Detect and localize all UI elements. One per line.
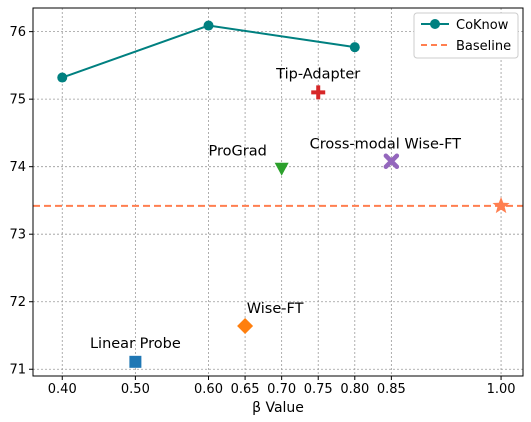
point-label: Tip-Adapter bbox=[275, 66, 360, 82]
y-tick-label: 74 bbox=[9, 160, 26, 175]
legend-label-baseline: Baseline bbox=[456, 39, 511, 54]
legend-label-coknow: CoKnow bbox=[456, 18, 509, 33]
grid bbox=[33, 8, 523, 376]
x-axis-label: β Value bbox=[252, 400, 304, 416]
coknow-point bbox=[57, 72, 68, 83]
axis-ticks: 0.40 0.50 0.60 0.65 0.70 0.75 0.80 0.85 1.00 71 72… bbox=[9, 25, 515, 397]
x-tick-label: 1.00 bbox=[487, 382, 516, 397]
coknow-point bbox=[203, 20, 214, 31]
point-label: Wise-FT bbox=[247, 301, 304, 317]
prograd-marker bbox=[274, 162, 289, 176]
y-tick-label: 75 bbox=[9, 93, 26, 108]
x-tick-label: 0.85 bbox=[377, 382, 406, 397]
plot-data: Linear Probe Wise-FT ProGrad Tip-Adapter Cro… bbox=[33, 20, 523, 368]
x-tick-label: 0.65 bbox=[231, 382, 260, 397]
plot-frame bbox=[32, 7, 524, 377]
legend: CoKnow Baseline bbox=[413, 12, 519, 59]
y-tick-label: 76 bbox=[9, 25, 26, 40]
x-tick-label: 0.50 bbox=[121, 382, 150, 397]
wise-ft-marker bbox=[237, 318, 254, 335]
legend-coknow-marker bbox=[430, 19, 440, 29]
cross-modal-wise-ft-marker bbox=[383, 153, 400, 170]
point-label: Linear Probe bbox=[90, 336, 181, 352]
y-tick-label: 72 bbox=[9, 295, 26, 310]
linear-probe-marker bbox=[129, 355, 142, 368]
x-tick-label: 0.60 bbox=[194, 382, 223, 397]
y-tick-label: 73 bbox=[9, 228, 26, 243]
x-tick-label: 0.75 bbox=[304, 382, 333, 397]
point-label: Cross-modal Wise-FT bbox=[310, 136, 462, 152]
coknow-point bbox=[349, 42, 360, 53]
tip-adapter-marker bbox=[311, 85, 326, 100]
x-tick-label: 0.70 bbox=[267, 382, 296, 397]
x-tick-label: 0.40 bbox=[48, 382, 77, 397]
x-tick-label: 0.80 bbox=[340, 382, 369, 397]
y-tick-label: 71 bbox=[9, 363, 26, 378]
baseline-star-marker bbox=[492, 196, 510, 214]
point-label: ProGrad bbox=[209, 144, 267, 160]
